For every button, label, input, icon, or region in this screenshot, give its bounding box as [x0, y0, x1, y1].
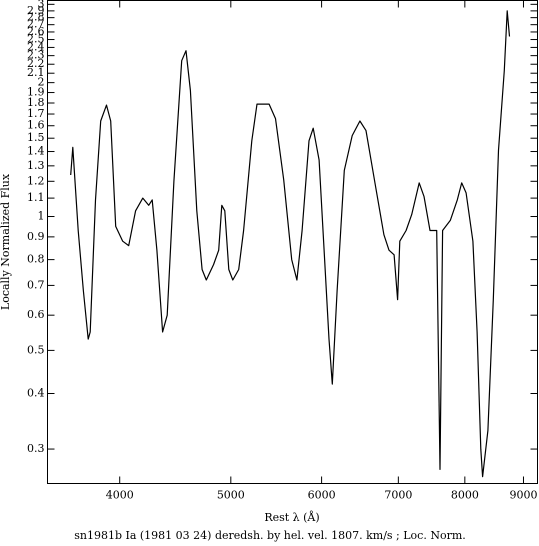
y-tick-label: 0.6: [27, 308, 45, 321]
x-axis-label: Rest λ (Å): [264, 510, 319, 524]
x-tick-label: 4000: [106, 489, 134, 502]
y-tick-label: 2.1: [27, 66, 45, 79]
plot-frame: [47, 0, 538, 484]
y-tick-label: 3: [38, 0, 45, 10]
y-tick-label: 1.4: [27, 145, 45, 158]
y-tick-label: 1.1: [27, 191, 45, 204]
y-tick-label: 2.3: [27, 49, 45, 62]
y-tick-label: 0.7: [27, 278, 45, 291]
y-tick-label: 2.4: [27, 40, 45, 53]
y-tick-label: 2.6: [27, 25, 45, 38]
y-tick-label: 1.3: [27, 159, 45, 172]
x-tick-label: 9000: [509, 489, 537, 502]
caption: sn1981b Ia (1981 03 24) deredsh. by hel.…: [74, 529, 466, 542]
y-axis-label: Locally Normalized Flux: [0, 173, 12, 310]
y-tick-label: 1.7: [27, 107, 45, 120]
y-tick-label: 0.5: [27, 343, 45, 356]
y-tick-label: 0.9: [27, 230, 45, 243]
y-tick-label: 1.6: [27, 119, 45, 132]
y-tick-label: 2.5: [27, 33, 45, 46]
y-tick-label: 1.5: [27, 131, 45, 144]
y-tick-label: 0.8: [27, 253, 45, 266]
x-tick-label: 6000: [308, 489, 336, 502]
y-tick-label: 2: [38, 76, 45, 89]
y-tick-label: 1: [38, 210, 45, 223]
y-tick-label: 1.8: [27, 96, 45, 109]
y-tick-label: 0.4: [27, 386, 45, 399]
x-tick-label: 5000: [217, 489, 245, 502]
y-tick-label: 1.2: [27, 174, 45, 187]
y-tick-label: 2.7: [27, 18, 45, 31]
y-tick-label: 2.2: [27, 57, 45, 70]
x-tick-label: 7000: [384, 489, 412, 502]
y-tick-label: 2.9: [27, 4, 45, 17]
y-tick-label: 1.9: [27, 86, 45, 99]
y-tick-label: 0.3: [27, 442, 45, 455]
spectrum-line: [70, 10, 511, 478]
y-tick-label: 2.8: [27, 11, 45, 24]
x-tick-label: 8000: [451, 489, 479, 502]
